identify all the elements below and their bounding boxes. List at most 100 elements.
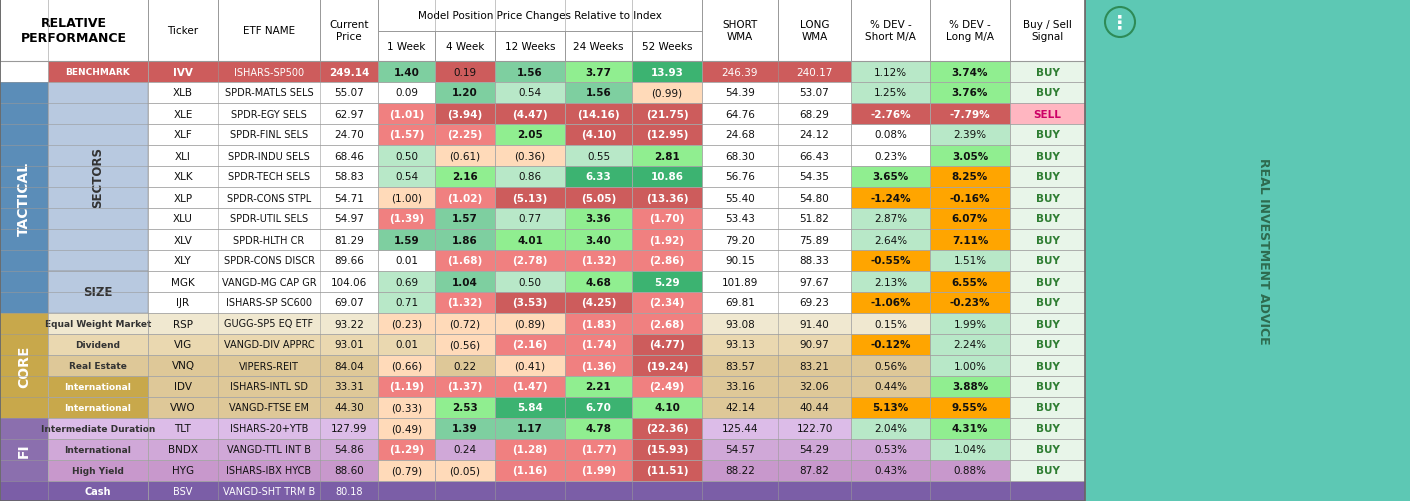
Text: (0.72): (0.72) xyxy=(450,319,481,329)
Text: 0.86: 0.86 xyxy=(519,172,541,182)
Text: 2.87%: 2.87% xyxy=(874,214,907,224)
Text: (5.05): (5.05) xyxy=(581,193,616,203)
Bar xyxy=(378,104,436,125)
Bar xyxy=(1010,208,1086,229)
Text: 0.24: 0.24 xyxy=(454,444,477,454)
Bar xyxy=(378,355,436,376)
Bar xyxy=(852,125,931,146)
Bar xyxy=(931,167,1010,188)
Text: BSV: BSV xyxy=(173,486,193,496)
Bar xyxy=(565,104,632,125)
Text: SELL: SELL xyxy=(1034,109,1062,119)
Text: (2.25): (2.25) xyxy=(447,130,482,140)
Text: (1.00): (1.00) xyxy=(391,193,422,203)
Bar xyxy=(852,334,931,355)
Text: 0.01: 0.01 xyxy=(395,340,417,350)
Text: Real Estate: Real Estate xyxy=(69,361,127,370)
Text: (1.70): (1.70) xyxy=(650,214,685,224)
Text: ISHARS-INTL SD: ISHARS-INTL SD xyxy=(230,382,307,392)
Bar xyxy=(1010,376,1086,397)
Text: BUY: BUY xyxy=(1035,130,1059,140)
Text: BUY: BUY xyxy=(1035,403,1059,413)
Bar xyxy=(378,188,436,208)
Text: -0.55%: -0.55% xyxy=(870,256,911,266)
Bar xyxy=(852,167,931,188)
Bar xyxy=(632,355,702,376)
Text: (1.01): (1.01) xyxy=(389,109,424,119)
Bar xyxy=(852,104,931,125)
Bar xyxy=(632,313,702,334)
Bar xyxy=(0,83,48,313)
Bar xyxy=(148,125,1086,146)
Text: 2.05: 2.05 xyxy=(517,130,543,140)
Bar xyxy=(48,397,148,418)
Text: VIG: VIG xyxy=(173,340,192,350)
Bar xyxy=(1010,0,1086,62)
Bar xyxy=(632,460,702,481)
Bar xyxy=(378,460,436,481)
Text: VNQ: VNQ xyxy=(172,361,195,371)
Bar xyxy=(931,208,1010,229)
Text: VIPERS-REIT: VIPERS-REIT xyxy=(240,361,299,371)
Text: 1.59: 1.59 xyxy=(393,235,419,245)
Bar xyxy=(852,272,931,293)
Bar xyxy=(565,250,632,272)
Text: 1.56: 1.56 xyxy=(585,88,612,98)
Text: 88.33: 88.33 xyxy=(799,256,829,266)
Text: International: International xyxy=(65,403,131,412)
Text: XLB: XLB xyxy=(173,88,193,98)
Text: 240.17: 240.17 xyxy=(797,67,833,77)
Bar xyxy=(48,334,148,355)
Text: 0.55: 0.55 xyxy=(587,151,611,161)
Text: 68.46: 68.46 xyxy=(334,151,364,161)
Text: 1.00%: 1.00% xyxy=(953,361,987,371)
Text: Ticker: Ticker xyxy=(168,26,199,36)
Text: 93.22: 93.22 xyxy=(334,319,364,329)
Bar xyxy=(48,376,148,397)
Text: BUY: BUY xyxy=(1035,193,1059,203)
Text: 3.36: 3.36 xyxy=(585,214,612,224)
Text: SPDR-HLTH CR: SPDR-HLTH CR xyxy=(234,235,305,245)
Bar xyxy=(852,62,931,83)
Bar xyxy=(565,125,632,146)
Bar xyxy=(565,167,632,188)
Text: SPDR-TECH SELS: SPDR-TECH SELS xyxy=(228,172,310,182)
Bar xyxy=(1010,188,1086,208)
Text: (0.99): (0.99) xyxy=(651,88,682,98)
Text: Current
Price: Current Price xyxy=(330,20,369,42)
Text: BUY: BUY xyxy=(1035,444,1059,454)
Bar xyxy=(565,439,632,460)
Bar xyxy=(148,313,1086,334)
Text: 2.53: 2.53 xyxy=(453,403,478,413)
Text: 69.81: 69.81 xyxy=(725,298,754,308)
Text: GUGG-SP5 EQ ETF: GUGG-SP5 EQ ETF xyxy=(224,319,313,329)
Text: (4.25): (4.25) xyxy=(581,298,616,308)
Text: VANGD-DIV APPRC: VANGD-DIV APPRC xyxy=(224,340,314,350)
Text: SPDR-FINL SELS: SPDR-FINL SELS xyxy=(230,130,307,140)
Bar xyxy=(1010,397,1086,418)
Text: (1.39): (1.39) xyxy=(389,214,424,224)
Text: RSP: RSP xyxy=(173,319,193,329)
Text: 3.65%: 3.65% xyxy=(873,172,908,182)
Bar xyxy=(632,32,702,62)
Bar xyxy=(148,293,1086,313)
Text: 54.35: 54.35 xyxy=(799,172,829,182)
Text: (1.29): (1.29) xyxy=(389,444,424,454)
Bar xyxy=(436,293,495,313)
Text: 4.31%: 4.31% xyxy=(952,424,988,434)
Text: 0.44%: 0.44% xyxy=(874,382,907,392)
Text: 1.25%: 1.25% xyxy=(874,88,907,98)
Bar xyxy=(778,0,852,62)
Text: 68.30: 68.30 xyxy=(725,151,754,161)
Text: 42.14: 42.14 xyxy=(725,403,754,413)
Text: 7.11%: 7.11% xyxy=(952,235,988,245)
Text: 53.07: 53.07 xyxy=(799,88,829,98)
Bar xyxy=(148,376,1086,397)
Bar xyxy=(495,439,565,460)
Bar xyxy=(0,481,1086,501)
Text: 2.13%: 2.13% xyxy=(874,277,907,287)
Text: 0.19: 0.19 xyxy=(454,67,477,77)
Text: BUY: BUY xyxy=(1035,256,1059,266)
Text: 54.86: 54.86 xyxy=(334,444,364,454)
Text: 83.57: 83.57 xyxy=(725,361,754,371)
